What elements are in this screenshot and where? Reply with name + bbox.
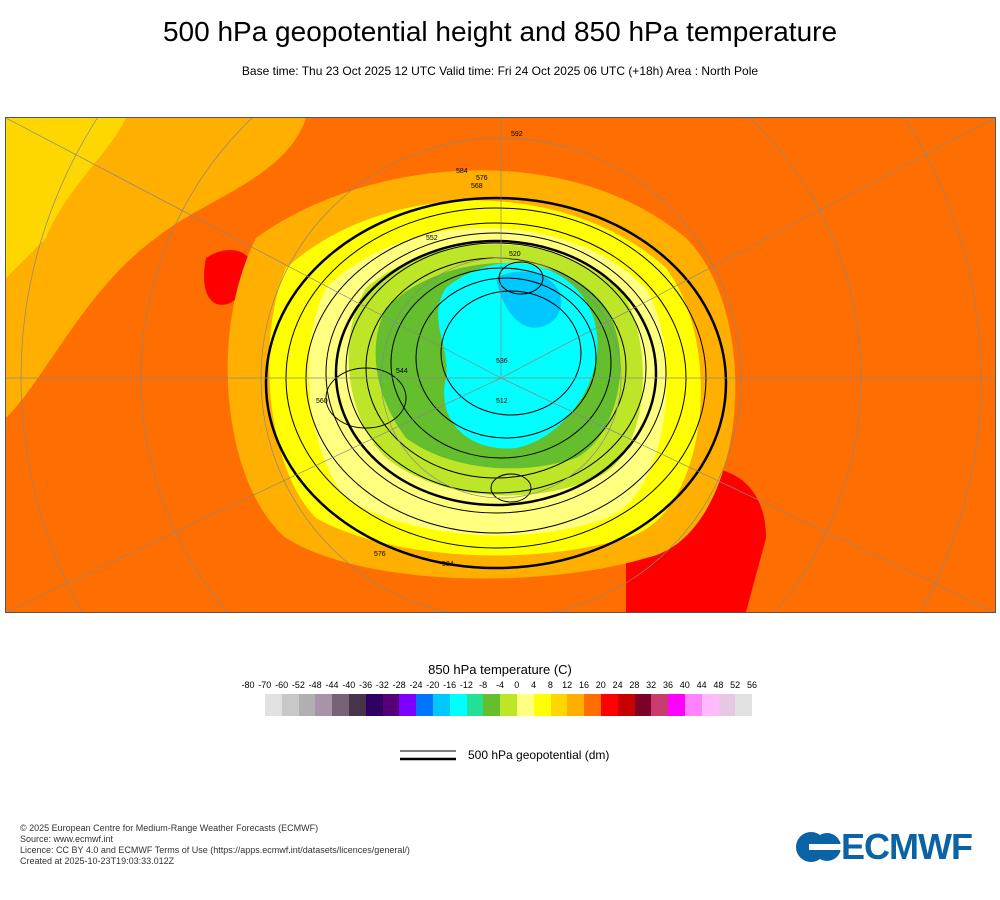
colorbar-swatch xyxy=(584,694,601,716)
colorbar-tick-label: -44 xyxy=(325,680,339,690)
colorbar-tick-label: 4 xyxy=(531,680,537,690)
colorbar-tick-label: 12 xyxy=(562,680,573,690)
contour-label: 568 xyxy=(471,183,483,190)
colorbar-tick-label: 28 xyxy=(629,680,640,690)
contour-label: 512 xyxy=(496,398,508,405)
colorbar-tick-label: 52 xyxy=(730,680,741,690)
colorbar-tick-label: -8 xyxy=(479,680,488,690)
colorbar-tick-label: 56 xyxy=(746,680,758,690)
colorbar-swatch xyxy=(382,694,400,716)
colorbar-tick-label: -12 xyxy=(459,680,473,690)
legend-label: 500 hPa geopotential (dm) xyxy=(468,748,610,762)
colorbar-tick-label: 44 xyxy=(696,680,707,690)
colorbar-swatch xyxy=(466,694,484,716)
ecmwf-logo-icon xyxy=(796,832,841,862)
colorbar-swatch xyxy=(416,694,433,716)
colorbar-tick-label: -48 xyxy=(308,680,322,690)
colorbar-tick-label: -24 xyxy=(409,680,423,690)
contour-label: 584 xyxy=(456,168,468,175)
colorbar-tick-label: -60 xyxy=(275,680,289,690)
colorbar-tick-label: 36 xyxy=(662,680,674,690)
colorbar-tick-label: -80 xyxy=(241,680,255,690)
colorbar-swatch xyxy=(449,694,467,716)
colorbar-tick-label: -36 xyxy=(359,680,373,690)
footer: © 2025 European Centre for Medium-Range … xyxy=(20,823,410,867)
colorbar-tick-label: -16 xyxy=(443,680,457,690)
colorbar-tick-label: 40 xyxy=(679,680,690,690)
colorbar-swatch xyxy=(567,694,585,716)
contour-label: 544 xyxy=(396,368,408,375)
contour-label: 576 xyxy=(374,551,386,558)
contour-label: 560 xyxy=(316,398,328,405)
contour-label: 552 xyxy=(426,235,438,242)
colorbar-swatch xyxy=(668,694,685,716)
colorbar-swatch xyxy=(718,694,736,716)
colorbar-tick-label: -32 xyxy=(375,680,389,690)
colorbar-swatch xyxy=(265,694,282,716)
contour-label: 584 xyxy=(442,561,454,568)
colorbar-swatch xyxy=(634,694,652,716)
colorbar-swatch xyxy=(281,694,299,716)
colorbar-swatch xyxy=(432,694,450,716)
contour-label: 592 xyxy=(511,131,523,138)
colorbar-swatch xyxy=(701,694,719,716)
chart-subtitle: Base time: Thu 23 Oct 2025 12 UTC Valid … xyxy=(241,64,759,78)
contour-legend: 500 hPa geopotential (dm) xyxy=(400,748,609,762)
colorbar-swatch xyxy=(500,694,517,716)
colorbar-swatch xyxy=(617,694,635,716)
colorbar-swatch xyxy=(315,694,333,716)
colorbar xyxy=(265,694,753,716)
colorbar-tick-label: -40 xyxy=(342,680,356,690)
colorbar-swatch xyxy=(365,694,383,716)
licence: Licence: CC BY 4.0 and ECMWF Terms of Us… xyxy=(20,845,410,855)
colorbar-swatch xyxy=(298,694,316,716)
colorbar-tick-label: 32 xyxy=(646,680,657,690)
colorbar-title: 850 hPa temperature (C) xyxy=(428,662,572,677)
source: Source: www.ecmwf.int xyxy=(20,834,114,844)
colorbar-swatch xyxy=(399,694,417,716)
colorbar-tick-label: -28 xyxy=(392,680,406,690)
contour-label: 576 xyxy=(476,175,488,182)
colorbar-swatch xyxy=(516,694,534,716)
colorbar-tick-label: 24 xyxy=(612,680,623,690)
north-pole-map[interactable]: 584 576 568 552 536 520 512 544 560 576 … xyxy=(5,117,996,613)
colorbar-labels: -80 -70 -60 -52 -48 -44 -40 -36 -32 -28 -24 -20 -16-… xyxy=(240,680,760,694)
colorbar-swatch xyxy=(600,694,618,716)
chart-title: 500 hPa geopotential height and 850 hPa … xyxy=(162,16,838,47)
colorbar-swatch xyxy=(684,694,702,716)
colorbar-swatch xyxy=(533,694,551,716)
colorbar-swatch xyxy=(735,694,753,716)
logo-text: ECMWF xyxy=(841,826,973,867)
colorbar-swatch xyxy=(348,694,366,716)
created-at: Created at 2025-10-23T19:03:33.012Z xyxy=(20,856,175,866)
colorbar-tick-label: 8 xyxy=(547,680,553,690)
ecmwf-logo: ECMWF xyxy=(795,826,973,868)
colorbar-tick-label: -20 xyxy=(426,680,440,690)
colorbar-tick-label: 0 xyxy=(514,680,520,690)
colorbar-swatch xyxy=(550,694,568,716)
contour-label: 520 xyxy=(509,251,521,258)
colorbar-tick-label: -70 xyxy=(258,680,272,690)
temperature-field: 584 576 568 552 536 520 512 544 560 576 … xyxy=(6,118,995,612)
colorbar-tick-label: -4 xyxy=(495,680,505,690)
contour-line-icon xyxy=(400,750,456,761)
colorbar-tick-label: 20 xyxy=(595,680,606,690)
colorbar-tick-label: 16 xyxy=(578,680,590,690)
colorbar-swatch xyxy=(483,694,501,716)
colorbar-tick-label: 48 xyxy=(713,680,724,690)
colorbar-tick-label: -52 xyxy=(291,680,305,690)
colorbar-swatch xyxy=(332,694,349,716)
copyright: © 2025 European Centre for Medium-Range … xyxy=(20,823,319,833)
contour-label: 536 xyxy=(496,358,508,365)
colorbar-swatch xyxy=(651,694,669,716)
